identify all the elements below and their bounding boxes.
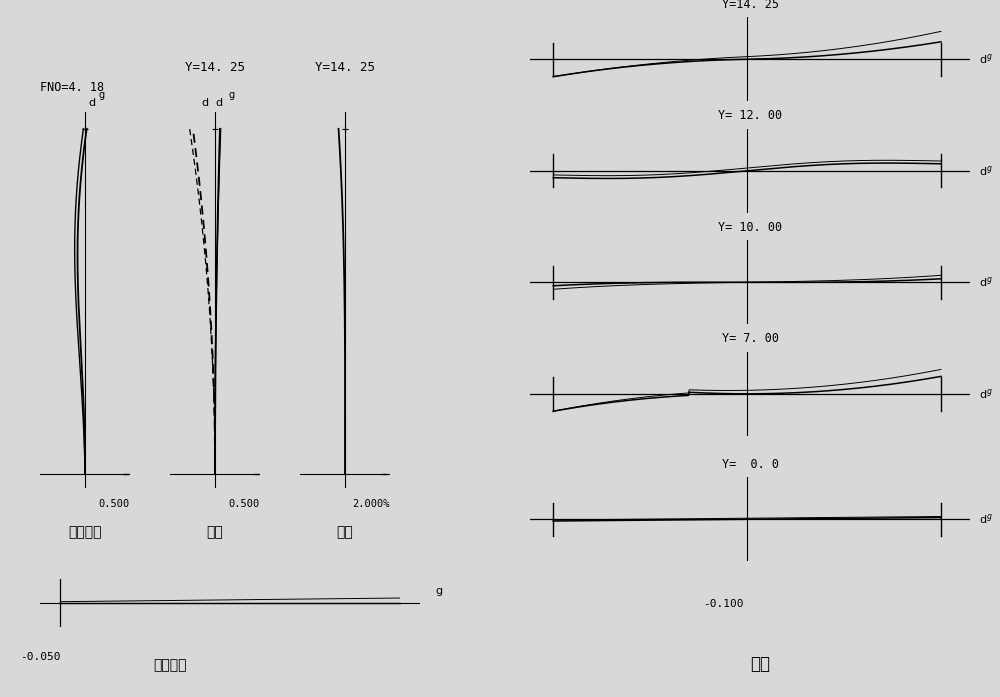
Text: d$^{g}$: d$^{g}$ <box>979 164 993 178</box>
Text: g: g <box>228 90 235 100</box>
Text: g: g <box>98 90 105 100</box>
Text: d$^{g}$: d$^{g}$ <box>979 52 993 66</box>
Text: -0.050: -0.050 <box>20 652 60 661</box>
Text: d$^{g}$: d$^{g}$ <box>979 275 993 289</box>
Text: 像散: 像散 <box>207 526 223 539</box>
Text: 倍率色差: 倍率色差 <box>153 658 187 672</box>
Text: FNO=4. 18: FNO=4. 18 <box>40 81 104 93</box>
Text: -0.100: -0.100 <box>703 599 744 608</box>
Text: d: d <box>89 98 96 108</box>
Text: Y= 10. 00: Y= 10. 00 <box>718 221 782 233</box>
Text: 0.500: 0.500 <box>229 499 260 510</box>
Text: d: d <box>215 98 222 108</box>
Text: 彗差: 彗差 <box>750 655 770 673</box>
Text: 畚变: 畚变 <box>337 526 353 539</box>
Text: 2.000%: 2.000% <box>352 499 390 510</box>
Text: Y=14. 25: Y=14. 25 <box>185 61 245 74</box>
Text: Y=14. 25: Y=14. 25 <box>722 0 778 10</box>
Text: d$^{g}$: d$^{g}$ <box>979 387 993 401</box>
Text: d$^{g}$: d$^{g}$ <box>979 512 993 526</box>
Text: g: g <box>435 585 442 596</box>
Text: 0.500: 0.500 <box>99 499 130 510</box>
Text: Y= 12. 00: Y= 12. 00 <box>718 109 782 122</box>
Text: d: d <box>202 98 209 108</box>
Text: 球面像差: 球面像差 <box>68 526 102 539</box>
Text: Y=  0. 0: Y= 0. 0 <box>722 458 778 470</box>
Text: Y=14. 25: Y=14. 25 <box>315 61 375 74</box>
Text: Y= 7. 00: Y= 7. 00 <box>722 332 778 345</box>
